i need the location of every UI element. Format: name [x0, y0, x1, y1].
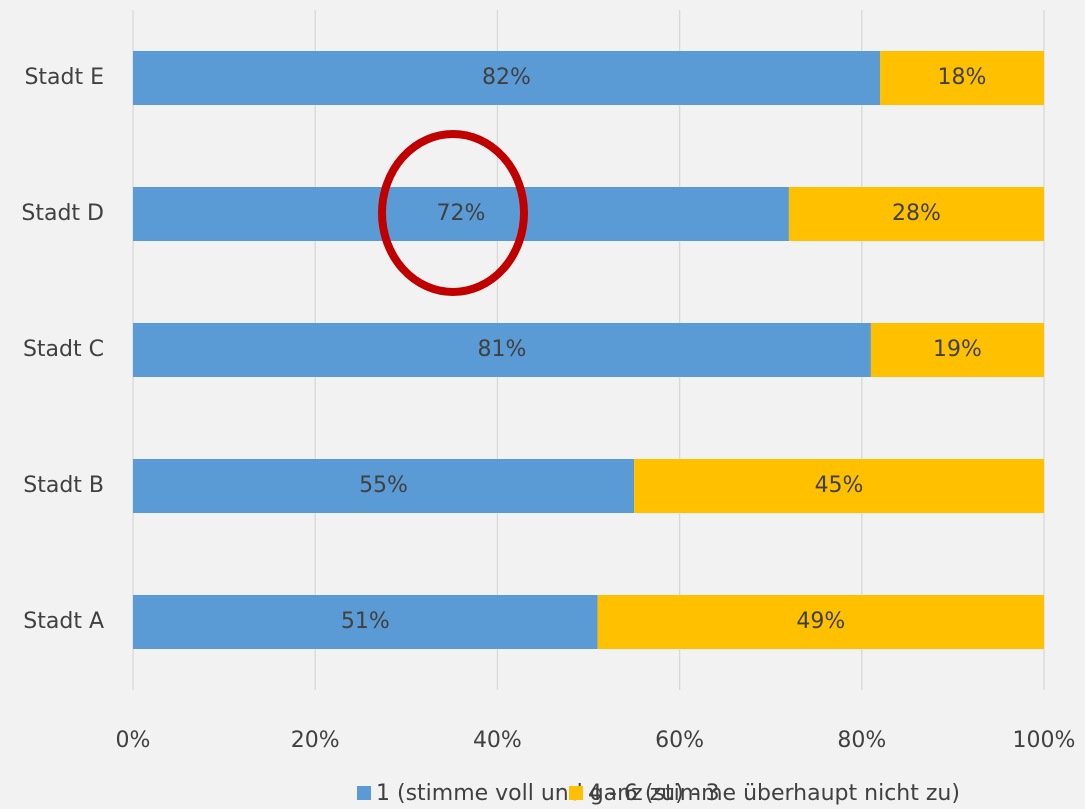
- bar-segment: [597, 595, 1044, 649]
- legend-swatch: [569, 786, 583, 800]
- legend-label: 4 - 6 (stimme überhaupt nicht zu): [588, 781, 960, 806]
- legend-label: 1 (stimme voll und ganz zu) - 3: [376, 781, 720, 806]
- x-tick-label: 40%: [473, 728, 522, 753]
- y-tick-label: Stadt B: [23, 473, 104, 498]
- bars: [133, 51, 1044, 649]
- bar-segment: [133, 51, 881, 105]
- x-tick-label: 100%: [1013, 728, 1076, 753]
- bar-segment: [880, 51, 1044, 105]
- data-label: 55%: [359, 473, 408, 498]
- bar-segment: [634, 459, 1044, 513]
- bar-segment: [133, 187, 789, 241]
- highlight-circle: [378, 130, 528, 296]
- data-label: 19%: [933, 337, 982, 362]
- data-label: 82%: [482, 65, 531, 90]
- bar-segment: [133, 595, 598, 649]
- data-label: 51%: [341, 609, 390, 634]
- x-tick-label: 60%: [655, 728, 704, 753]
- y-tick-label: Stadt A: [23, 609, 104, 634]
- legend-swatch: [357, 786, 371, 800]
- x-tick-label: 20%: [291, 728, 340, 753]
- data-label: 49%: [796, 609, 845, 634]
- x-tick-label: 0%: [116, 728, 151, 753]
- bar-segment: [788, 187, 1044, 241]
- bar-segment: [133, 459, 635, 513]
- bar-segment: [870, 323, 1044, 377]
- data-label: 81%: [478, 337, 527, 362]
- y-tick-label: Stadt D: [21, 201, 104, 226]
- data-label: 72%: [437, 201, 486, 226]
- bar-segment: [133, 323, 871, 377]
- y-tick-label: Stadt E: [24, 65, 104, 90]
- x-tick-label: 80%: [837, 728, 886, 753]
- y-tick-label: Stadt C: [23, 337, 104, 362]
- data-label: 28%: [892, 201, 941, 226]
- data-label: 45%: [815, 473, 864, 498]
- data-label: 18%: [938, 65, 987, 90]
